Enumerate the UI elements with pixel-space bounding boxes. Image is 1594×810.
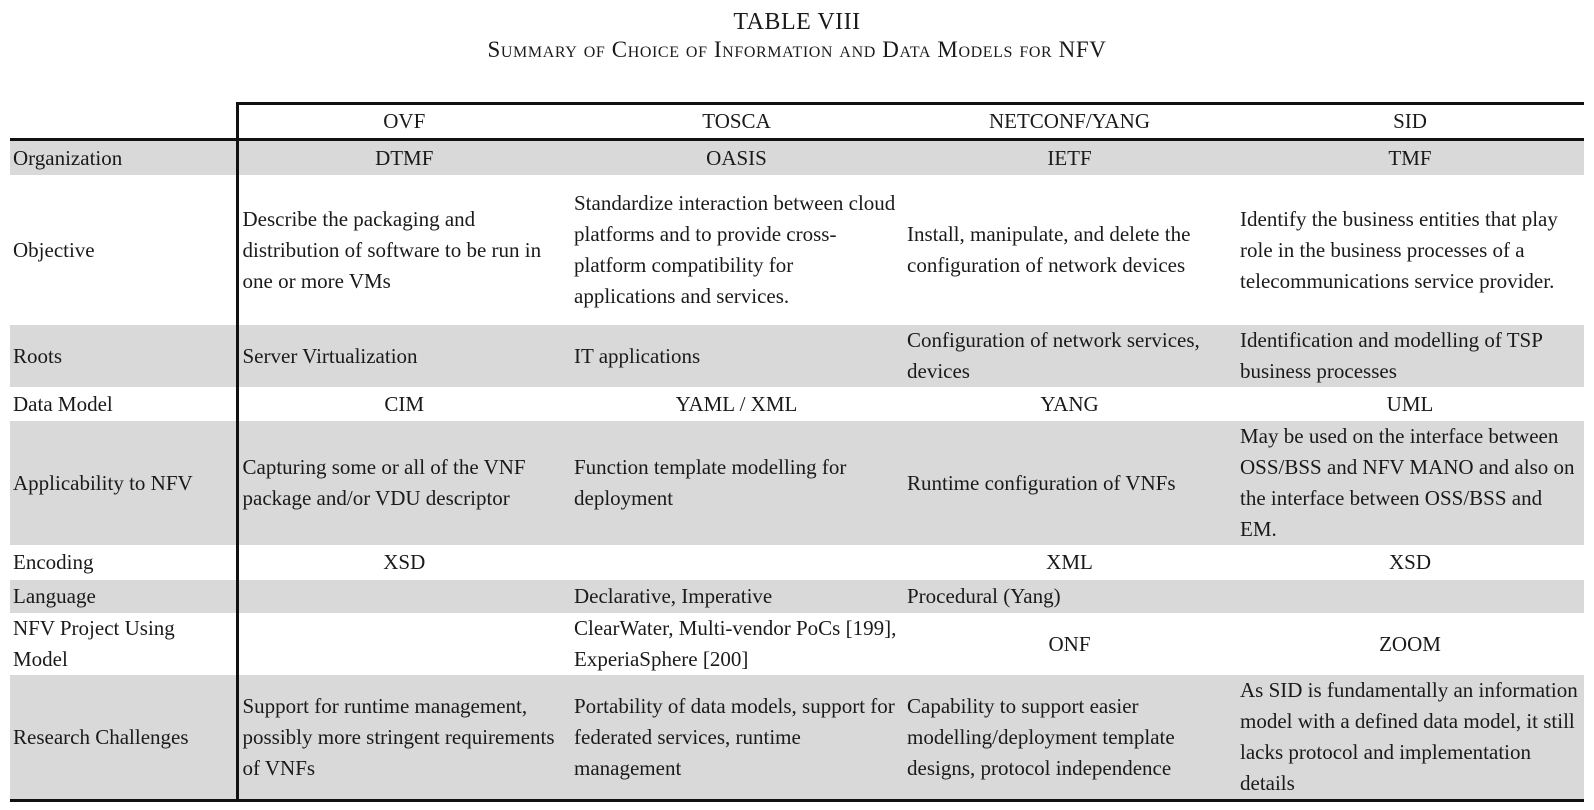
row-label: Organization xyxy=(10,139,239,175)
row-label: Applicability to NFV xyxy=(10,421,239,545)
row-organization: Organization DTMF OASIS IETF TMF xyxy=(10,139,1584,175)
row-language: Language Declarative, Imperative Procedu… xyxy=(10,580,1584,613)
cell-ovf: Describe the packaging and distribution … xyxy=(242,206,542,293)
table-caption: TABLE VIII Summary of Choice of Informat… xyxy=(0,8,1594,64)
row-label: Roots xyxy=(10,325,239,387)
row-encoding: Encoding XSD XML XSD xyxy=(10,545,1584,580)
row-applicability-to-nfv: Applicability to NFV Capturing some or a… xyxy=(10,421,1584,545)
cell-netconf-yang: Install, manipulate, and delete the conf… xyxy=(907,222,1191,277)
row-nfv-project-using-model: NFV Project Using Model ClearWater, Mult… xyxy=(10,613,1584,675)
row-label: Language xyxy=(10,580,239,613)
row-label: NFV Project Using Model xyxy=(10,613,239,675)
row-objective: Objective Describe the packaging and dis… xyxy=(10,175,1584,325)
cell-ovf: Capturing some or all of the VNF package… xyxy=(237,421,570,545)
cell-tosca: Function template modelling for deployme… xyxy=(570,421,903,545)
header-corner-cell xyxy=(10,103,239,141)
cell-netconf-yang: YANG xyxy=(1040,391,1099,416)
cell-netconf-yang: ONF xyxy=(1048,631,1091,656)
cell-tosca: Declarative, Imperative xyxy=(570,580,903,613)
cell-tosca: Standardize interaction between cloud pl… xyxy=(574,191,896,308)
cell-ovf xyxy=(237,613,570,675)
header-row: OVF TOSCA NETCONF/YANG SID xyxy=(10,102,1584,141)
column-header-netconf-yang: NETCONF/YANG xyxy=(903,102,1236,141)
cell-ovf: CIM xyxy=(384,391,425,416)
cell-sid: Identify the business entities that play… xyxy=(1240,206,1558,293)
row-research-challenges: Research Challenges Support for runtime … xyxy=(10,675,1584,802)
summary-table: OVF TOSCA NETCONF/YANG SID Organization … xyxy=(10,102,1584,802)
column-header-sid: SID xyxy=(1236,102,1584,141)
row-label: Data Model xyxy=(10,387,239,421)
cell-ovf: Support for runtime management, possibly… xyxy=(237,675,570,802)
cell-sid: XSD xyxy=(1388,550,1431,574)
cell-ovf: XSD xyxy=(383,550,426,574)
row-label: Objective xyxy=(10,175,239,325)
column-header-ovf: OVF xyxy=(237,102,570,141)
row-label: Research Challenges xyxy=(10,675,239,802)
cell-netconf-yang: Configuration of network services, devic… xyxy=(903,325,1236,387)
cell-netconf-yang: Runtime configuration of VNFs xyxy=(903,421,1236,545)
cell-tosca xyxy=(570,545,903,580)
row-data-model: Data Model CIM YAML / XML YANG UML xyxy=(10,387,1584,421)
cell-ovf: DTMF xyxy=(237,139,570,175)
cell-sid: UML xyxy=(1386,391,1434,416)
row-roots: Roots Server Virtualization IT applicati… xyxy=(10,325,1584,387)
cell-ovf xyxy=(237,580,570,613)
table-title: Summary of Choice of Information and Dat… xyxy=(487,37,1107,62)
cell-sid: TMF xyxy=(1236,139,1584,175)
cell-tosca: ClearWater, Multi-vendor PoCs [199], Exp… xyxy=(574,616,897,671)
cell-sid: May be used on the interface between OSS… xyxy=(1236,421,1584,545)
table-number: TABLE VIII xyxy=(733,9,861,35)
cell-netconf-yang: Procedural (Yang) xyxy=(903,580,1236,613)
cell-tosca: IT applications xyxy=(570,325,903,387)
cell-netconf-yang: Capability to support easier modelling/d… xyxy=(903,675,1236,802)
cell-ovf: Server Virtualization xyxy=(237,325,570,387)
cell-sid: As SID is fundamentally an information m… xyxy=(1236,675,1584,802)
cell-tosca: OASIS xyxy=(570,139,903,175)
column-header-tosca: TOSCA xyxy=(570,102,903,141)
cell-sid xyxy=(1236,580,1584,613)
cell-sid: Identification and modelling of TSP busi… xyxy=(1236,325,1584,387)
cell-tosca: YAML / XML xyxy=(675,391,798,416)
cell-netconf-yang: XML xyxy=(1046,550,1093,574)
cell-netconf-yang: IETF xyxy=(903,139,1236,175)
cell-sid: ZOOM xyxy=(1379,631,1441,656)
cell-tosca: Portability of data models, support for … xyxy=(570,675,903,802)
row-label: Encoding xyxy=(10,545,239,580)
